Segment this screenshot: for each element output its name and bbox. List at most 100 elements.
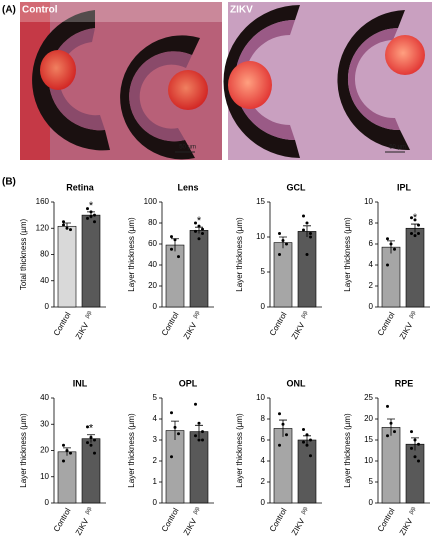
bar <box>405 443 425 504</box>
y-tick-label: 15 <box>256 197 265 206</box>
x-tick-label: Control <box>268 506 289 533</box>
x-tick-label-group: Control <box>268 310 289 337</box>
x-tick-label: Control <box>160 506 181 533</box>
y-axis-label: Layer thickness (µm) <box>127 413 136 488</box>
data-point <box>173 425 177 429</box>
data-point <box>201 438 204 442</box>
y-axis-label: Layer thickness (µm) <box>127 217 136 292</box>
data-point <box>86 216 89 220</box>
error-bar <box>303 225 311 237</box>
significance: * <box>197 215 202 227</box>
data-point <box>413 438 417 442</box>
y-tick-label: 40 <box>40 393 49 402</box>
x-tick-label: Control <box>268 310 289 337</box>
data-point <box>281 239 285 242</box>
y-tick-label: 40 <box>40 276 49 285</box>
data-point <box>194 229 197 233</box>
x-tick-label: ZIKV <box>290 320 307 340</box>
y-tick-label: 10 <box>364 197 373 206</box>
data-point <box>389 242 393 246</box>
data-point <box>170 247 173 251</box>
bar <box>297 439 317 504</box>
data-point <box>302 428 305 431</box>
data-point <box>302 440 305 444</box>
y-axis-label: Total thickness (µm) <box>19 219 28 291</box>
data-point <box>62 223 65 227</box>
x-tick-superscript: β/β <box>85 310 94 319</box>
x-tick-label-group: Control <box>160 310 181 337</box>
y-tick-label: 120 <box>36 223 50 232</box>
significance: * <box>89 423 94 435</box>
data-point <box>278 232 281 235</box>
y-tick-label: 40 <box>148 260 157 269</box>
data-point <box>305 433 309 437</box>
data-point <box>93 220 96 224</box>
data-point <box>285 242 288 246</box>
data-point <box>305 253 309 256</box>
x-tick-label: Control <box>52 506 73 533</box>
y-tick-label: 4 <box>261 456 266 465</box>
y-tick-label: 0 <box>369 302 374 311</box>
x-tick-label: ZIKV <box>290 516 307 536</box>
data-point <box>201 227 204 231</box>
data-point <box>201 430 204 434</box>
x-tick-superscript: β/β <box>409 506 418 515</box>
significance: * <box>89 200 94 212</box>
data-point <box>194 221 197 225</box>
x-tick-superscript: β/β <box>85 506 94 515</box>
y-axis-label: Layer thickness (µm) <box>235 217 244 292</box>
y-tick-label: 10 <box>256 232 265 241</box>
y-tick-label: 80 <box>40 250 49 259</box>
y-tick-label: 2 <box>261 477 266 486</box>
y-tick-label: 10 <box>256 393 265 402</box>
bar <box>381 246 401 308</box>
data-point <box>305 443 309 447</box>
data-point <box>302 228 305 232</box>
data-point <box>89 443 93 447</box>
bar <box>273 242 293 308</box>
y-axis-label: Layer thickness (µm) <box>343 413 352 488</box>
y-tick-label: 2 <box>153 456 158 465</box>
y-tick-label: 15 <box>364 435 373 444</box>
x-tick-label-group: Control <box>52 310 73 337</box>
chart-title: RPE <box>395 378 414 388</box>
x-tick-label-group: Control <box>376 506 397 533</box>
data-point <box>413 218 417 222</box>
image-zikv <box>223 2 432 160</box>
x-tick-label: ZIKV <box>398 320 415 340</box>
y-axis-label: Layer thickness (µm) <box>235 413 244 488</box>
y-tick-label: 60 <box>148 239 157 248</box>
bar <box>57 451 77 504</box>
data-point <box>69 451 72 455</box>
x-tick-label: ZIKV <box>182 320 199 340</box>
data-point <box>417 232 420 235</box>
image-label: ZIKV <box>230 5 253 16</box>
y-tick-label: 0 <box>45 498 50 507</box>
y-tick-label: 0 <box>153 498 158 507</box>
data-point <box>309 235 312 239</box>
data-point <box>89 210 93 214</box>
x-tick-superscript: β/β <box>301 506 310 515</box>
y-tick-label: 5 <box>369 477 374 486</box>
y-tick-label: 20 <box>40 446 49 455</box>
data-point <box>417 442 420 446</box>
y-tick-label: 20 <box>148 281 157 290</box>
data-point <box>86 207 89 211</box>
x-tick-label: Control <box>52 310 73 337</box>
data-point <box>197 224 201 228</box>
y-tick-label: 0 <box>261 498 266 507</box>
data-point <box>65 449 69 452</box>
x-tick-label-group: Control <box>268 506 289 533</box>
y-tick-label: 1 <box>153 477 158 486</box>
data-point <box>305 221 309 225</box>
data-point <box>278 443 281 447</box>
data-point <box>194 402 197 406</box>
data-point <box>197 438 201 442</box>
data-point <box>417 459 420 463</box>
x-tick-label: ZIKV <box>398 516 415 536</box>
